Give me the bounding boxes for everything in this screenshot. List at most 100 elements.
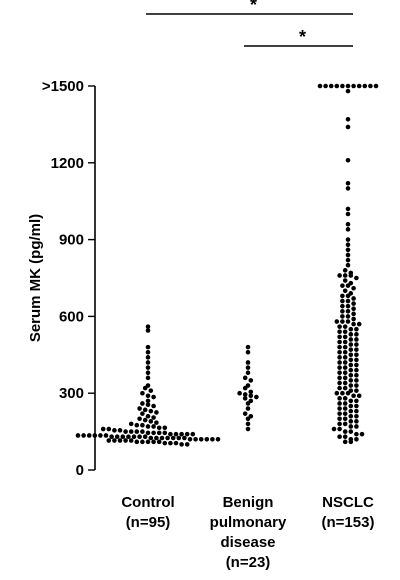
data-point — [145, 370, 151, 376]
data-point — [348, 367, 354, 373]
significance-asterisk: * — [299, 27, 306, 47]
data-point — [100, 426, 106, 432]
data-point — [242, 396, 248, 401]
data-point — [351, 393, 356, 399]
data-point — [210, 436, 215, 442]
data-point — [354, 326, 359, 332]
data-point — [342, 406, 348, 411]
data-point — [245, 421, 251, 427]
data-point — [354, 424, 359, 429]
data-point — [140, 429, 145, 434]
data-point — [151, 430, 156, 436]
data-point — [184, 442, 190, 447]
data-point — [337, 334, 342, 340]
data-point — [351, 311, 356, 317]
data-point — [145, 360, 151, 365]
data-point — [248, 378, 254, 383]
data-point — [354, 357, 359, 363]
data-point — [142, 407, 148, 413]
y-tick-label: 0 — [76, 462, 84, 479]
data-point — [348, 357, 354, 363]
data-point — [345, 242, 351, 248]
data-point — [156, 439, 162, 445]
data-point — [134, 439, 140, 445]
data-point — [345, 262, 351, 268]
data-point — [342, 380, 348, 386]
data-point — [337, 396, 342, 401]
x-category-label: NSCLC — [322, 494, 374, 511]
data-point — [340, 283, 345, 288]
data-point — [123, 429, 128, 434]
data-point — [351, 285, 356, 291]
data-point — [354, 388, 359, 393]
data-point — [342, 329, 348, 335]
data-point — [351, 296, 356, 301]
data-point — [351, 306, 356, 312]
data-point — [245, 349, 251, 355]
data-point — [342, 385, 348, 391]
data-point — [245, 360, 251, 365]
data-point — [345, 157, 351, 163]
data-point — [345, 211, 351, 217]
data-point — [340, 319, 345, 324]
data-point — [340, 308, 345, 314]
data-point — [145, 324, 151, 329]
data-point — [179, 442, 184, 447]
data-point — [145, 424, 151, 429]
data-point — [348, 419, 354, 424]
data-point — [348, 347, 354, 352]
data-point — [348, 342, 354, 347]
data-point — [342, 278, 348, 283]
data-point — [81, 433, 86, 438]
data-point — [145, 365, 151, 370]
data-point — [337, 411, 342, 416]
data-point — [337, 370, 342, 376]
data-point — [98, 433, 103, 438]
data-point — [354, 436, 359, 442]
data-point — [342, 339, 348, 345]
data-point — [173, 440, 179, 446]
data-point — [103, 433, 109, 438]
data-point — [345, 124, 351, 130]
data-point — [337, 385, 342, 391]
data-point — [142, 385, 148, 391]
data-point — [348, 383, 354, 388]
data-point — [345, 319, 351, 324]
data-point — [351, 321, 356, 327]
data-point — [337, 360, 342, 365]
data-point — [354, 342, 359, 347]
data-point — [345, 303, 351, 309]
data-point — [359, 431, 365, 437]
y-tick-label: 300 — [59, 385, 84, 402]
data-point — [345, 88, 351, 94]
data-point — [137, 406, 142, 411]
data-point — [337, 324, 342, 329]
data-point — [114, 434, 120, 440]
data-point — [342, 401, 348, 406]
data-point — [368, 83, 373, 89]
data-point — [342, 370, 348, 376]
data-point — [354, 383, 359, 388]
data-point — [248, 389, 254, 395]
data-point — [354, 378, 359, 383]
x-category-label: disease — [220, 534, 275, 551]
data-point — [337, 344, 342, 350]
data-point — [345, 237, 351, 242]
data-point — [354, 362, 359, 368]
data-point — [112, 438, 117, 443]
data-point — [342, 324, 348, 329]
data-point — [345, 227, 351, 232]
data-points — [75, 83, 379, 447]
data-point — [337, 375, 342, 381]
data-point — [345, 390, 351, 396]
data-point — [337, 426, 342, 432]
data-point — [140, 411, 145, 416]
data-point — [162, 430, 168, 436]
x-category-label: pulmonary — [210, 514, 287, 531]
data-point — [354, 352, 359, 358]
x-category-label: (n=153) — [322, 514, 375, 531]
data-point — [168, 440, 173, 446]
data-point — [337, 416, 342, 422]
data-point — [348, 413, 354, 419]
